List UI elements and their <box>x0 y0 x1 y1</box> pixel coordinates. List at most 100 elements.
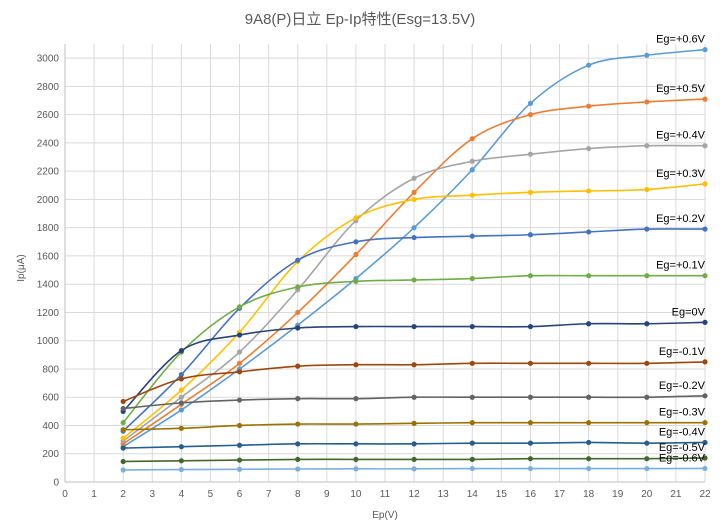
data-point <box>469 136 475 142</box>
data-point <box>120 435 126 441</box>
data-point <box>353 278 359 284</box>
series-label: Eg=-0.5V <box>659 442 706 454</box>
x-tick-label: 21 <box>670 489 682 500</box>
data-point <box>353 396 359 402</box>
data-point <box>353 239 359 245</box>
data-point <box>353 251 359 258</box>
data-point <box>178 444 184 450</box>
x-tick-label: 1 <box>91 489 97 500</box>
data-point <box>295 396 301 402</box>
x-tick-label: 11 <box>380 489 391 500</box>
data-point <box>527 100 534 106</box>
y-tick-label: 2800 <box>37 82 60 93</box>
data-point <box>644 360 650 366</box>
series <box>120 319 708 414</box>
data-point <box>120 458 126 465</box>
data-point <box>586 62 592 68</box>
series <box>120 420 708 433</box>
series-label: Eg=+0.4V <box>656 130 706 142</box>
data-point <box>527 323 534 330</box>
series-line <box>122 274 705 424</box>
x-tick-label: 13 <box>438 489 450 500</box>
data-point <box>644 186 650 193</box>
data-point <box>469 323 475 330</box>
data-point <box>644 143 650 149</box>
data-point <box>702 319 708 325</box>
data-point <box>644 420 650 426</box>
data-point <box>644 52 650 58</box>
data-point <box>702 465 708 472</box>
data-point <box>120 467 126 473</box>
series-label: Eg=-0.2V <box>659 380 706 392</box>
x-tick-label: 4 <box>179 489 185 500</box>
data-point <box>702 420 708 426</box>
x-tick-label: 0 <box>62 489 68 500</box>
series-label: Eg=+0.3V <box>656 168 706 180</box>
series <box>120 455 708 465</box>
x-tick-label: 12 <box>409 489 421 500</box>
data-point <box>236 457 243 463</box>
data-point <box>295 325 301 331</box>
data-point <box>178 387 184 393</box>
data-point <box>411 362 417 368</box>
data-point <box>120 398 126 405</box>
y-tick-label: 1200 <box>37 308 60 319</box>
data-point <box>702 439 708 446</box>
x-tick-label: 3 <box>149 489 155 500</box>
data-point <box>586 103 592 109</box>
series-label: Eg=+0.6V <box>656 34 706 46</box>
data-point <box>120 445 126 451</box>
data-point <box>702 393 708 399</box>
data-point <box>178 348 184 354</box>
data-point <box>527 456 534 462</box>
data-point <box>178 458 184 464</box>
series-label: Eg=+0.1V <box>656 260 706 272</box>
series-line <box>122 183 706 439</box>
data-point <box>469 394 475 400</box>
data-point <box>527 112 534 118</box>
data-point <box>295 363 301 369</box>
data-point <box>120 405 126 412</box>
series-labels: Eg=+0.6V Eg=+0.5V Eg=+0.4V Eg=+0.3V Eg=+0.2V… <box>656 34 706 465</box>
data-point <box>236 332 243 338</box>
data-point <box>644 465 650 472</box>
y-tick-label: 1800 <box>37 223 60 234</box>
data-point <box>178 394 184 400</box>
x-axis-title: Ep(V) <box>372 510 398 521</box>
series-label: Eg=-0.1V <box>659 346 706 358</box>
data-point <box>236 442 243 448</box>
data-point <box>353 441 359 447</box>
data-point <box>702 96 708 102</box>
data-point <box>411 420 417 426</box>
data-point <box>469 233 475 239</box>
data-point <box>586 188 592 194</box>
data-point <box>236 397 243 403</box>
data-point <box>178 407 184 413</box>
y-tick-label: 2000 <box>37 195 60 206</box>
data-point <box>353 362 359 368</box>
series-line <box>122 228 706 432</box>
data-point <box>586 394 592 400</box>
y-tick-label: 2200 <box>37 167 60 178</box>
x-tick-label: 14 <box>467 489 479 500</box>
data-point <box>702 455 708 461</box>
data-point <box>236 466 243 472</box>
y-axis-title: Ip(μA) <box>16 254 27 281</box>
data-point <box>236 304 243 310</box>
data-point <box>469 360 475 366</box>
x-tick-label: 5 <box>208 489 214 500</box>
series-label: Eg=-0.4V <box>659 426 706 438</box>
series <box>120 465 708 473</box>
data-point <box>178 400 184 406</box>
x-tick-label: 16 <box>525 489 537 500</box>
data-point <box>411 196 417 203</box>
data-point <box>469 192 475 198</box>
data-point <box>295 441 301 447</box>
y-tick-label: 1400 <box>37 280 60 291</box>
data-point <box>178 425 184 431</box>
data-point <box>353 456 359 462</box>
data-point <box>236 360 243 366</box>
data-point <box>527 189 534 195</box>
